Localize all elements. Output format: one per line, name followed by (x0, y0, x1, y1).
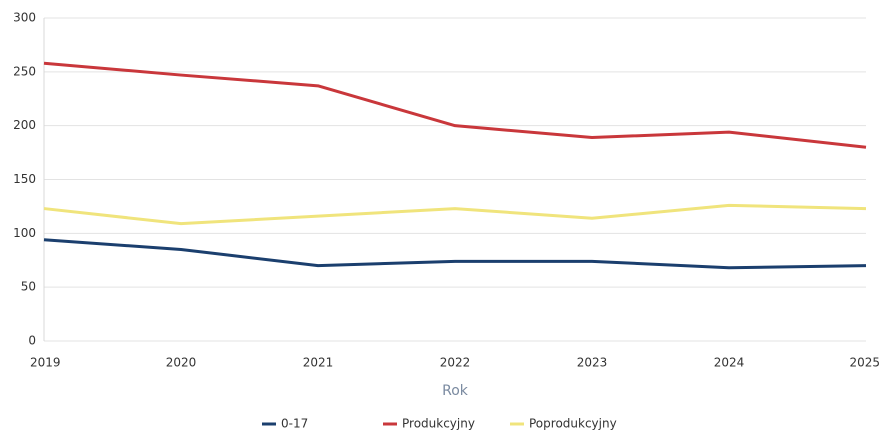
x-tick-label: 2021 (303, 356, 334, 370)
legend-label: 0-17 (281, 417, 308, 431)
y-tick-label: 50 (21, 280, 36, 294)
x-tick-label: 2025 (849, 356, 880, 370)
x-tick-label: 2020 (166, 356, 197, 370)
y-tick-label: 200 (13, 118, 36, 132)
data-line (43, 61, 867, 149)
legend-label: Poprodukcyjny (529, 417, 617, 431)
y-tick-label: 250 (13, 64, 36, 78)
x-tick-label: 2023 (577, 356, 608, 370)
data-line (43, 238, 867, 270)
data-line (43, 203, 867, 226)
y-tick-label: 300 (13, 11, 36, 25)
x-tick-label: 2024 (714, 356, 745, 370)
x-axis-label: Rok (442, 383, 469, 399)
y-tick-label: 0 (28, 334, 36, 348)
legend-label: Produkcyjny (402, 417, 475, 431)
y-tick-label: 150 (13, 172, 36, 186)
x-tick-label: 2019 (30, 356, 61, 370)
x-tick-label: 2022 (440, 356, 471, 370)
y-tick-label: 100 (13, 226, 36, 240)
